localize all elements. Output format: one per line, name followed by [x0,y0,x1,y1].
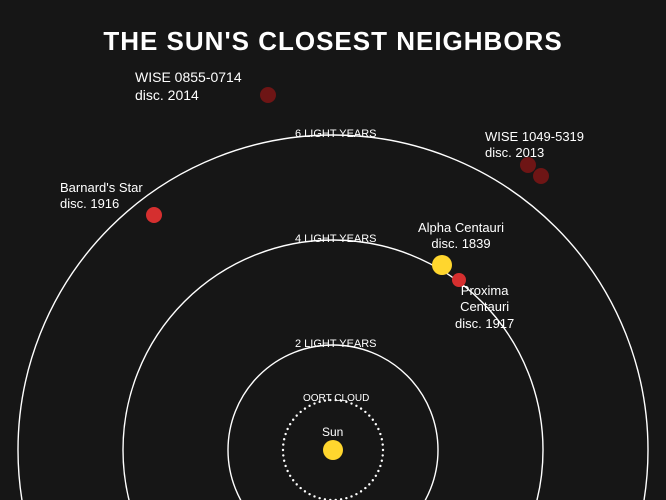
barnards-star-icon [146,207,162,223]
ring-4ly [123,240,543,500]
wise-0855-0714-icon [260,87,276,103]
wise-1049-5319-b-label: WISE 1049-5319 disc. 2013 [485,129,584,162]
sun-icon [323,440,343,460]
alpha-centauri-icon [432,255,452,275]
wise-0855-0714-label: WISE 0855-0714 disc. 2014 [135,69,242,104]
diagram-canvas: THE SUN'S CLOSEST NEIGHBORS 2 LIGHT YEAR… [0,0,666,500]
ring-2ly-label: 2 LIGHT YEARS [295,338,377,352]
ring-6ly-label: 6 LIGHT YEARS [295,128,377,142]
barnards-star-label: Barnard's Star disc. 1916 [60,180,143,213]
oort-cloud-label: OORT CLOUD [303,393,369,406]
proxima-centauri-label: Proxima Centauri disc. 1917 [455,283,514,332]
wise-1049-5319-b-icon [533,168,549,184]
sun-label: Sun [322,425,343,440]
ring-2ly [228,345,438,500]
page-title: THE SUN'S CLOSEST NEIGHBORS [0,26,666,57]
alpha-centauri-label: Alpha Centauri disc. 1839 [418,220,504,253]
ring-4ly-label: 4 LIGHT YEARS [295,233,377,247]
